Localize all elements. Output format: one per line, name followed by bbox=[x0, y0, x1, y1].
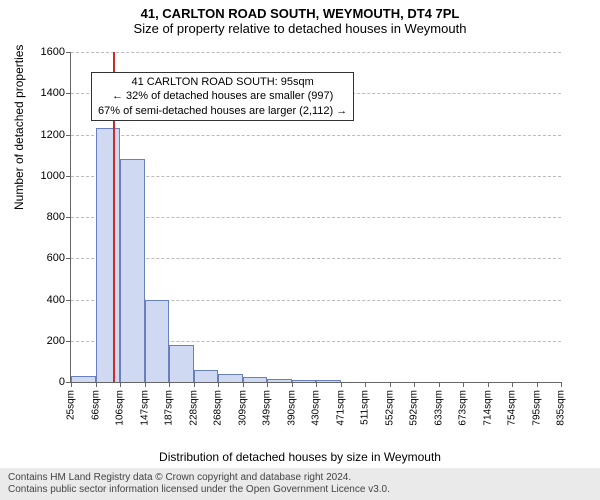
title-block: 41, CARLTON ROAD SOUTH, WEYMOUTH, DT4 7P… bbox=[0, 0, 600, 36]
histogram-bar bbox=[292, 380, 317, 382]
xtick-mark bbox=[316, 382, 317, 387]
ytick-label: 400 bbox=[47, 294, 65, 306]
xtick-mark bbox=[365, 382, 366, 387]
xtick-label: 147sqm bbox=[139, 390, 150, 426]
ytick-label: 200 bbox=[47, 335, 65, 347]
title-line1: 41, CARLTON ROAD SOUTH, WEYMOUTH, DT4 7P… bbox=[0, 6, 600, 21]
xtick-label: 268sqm bbox=[213, 390, 224, 426]
gridline bbox=[71, 258, 561, 259]
chart-area: 0200400600800100012001400160025sqm66sqm1… bbox=[70, 52, 561, 383]
xtick-mark bbox=[390, 382, 391, 387]
xtick-label: 754sqm bbox=[507, 390, 518, 426]
xtick-mark bbox=[120, 382, 121, 387]
ytick-label: 1000 bbox=[41, 170, 65, 182]
footer-line2: Contains public sector information licen… bbox=[8, 484, 592, 496]
xtick-mark bbox=[537, 382, 538, 387]
xtick-label: 390sqm bbox=[286, 390, 297, 426]
ytick-mark bbox=[66, 258, 71, 259]
x-axis-label: Distribution of detached houses by size … bbox=[0, 450, 600, 464]
ytick-mark bbox=[66, 300, 71, 301]
xtick-mark bbox=[243, 382, 244, 387]
annotation-box: 41 CARLTON ROAD SOUTH: 95sqm← 32% of det… bbox=[91, 72, 354, 121]
xtick-mark bbox=[267, 382, 268, 387]
xtick-label: 349sqm bbox=[262, 390, 273, 426]
histogram-bar bbox=[194, 370, 219, 382]
gridline bbox=[71, 217, 561, 218]
xtick-label: 835sqm bbox=[556, 390, 567, 426]
ytick-label: 0 bbox=[59, 376, 65, 388]
xtick-label: 430sqm bbox=[311, 390, 322, 426]
ytick-label: 1600 bbox=[41, 46, 65, 58]
xtick-label: 25sqm bbox=[66, 390, 77, 420]
ytick-label: 1200 bbox=[41, 129, 65, 141]
xtick-mark bbox=[439, 382, 440, 387]
xtick-label: 592sqm bbox=[409, 390, 420, 426]
histogram-bar bbox=[218, 374, 243, 382]
xtick-label: 714sqm bbox=[482, 390, 493, 426]
ytick-mark bbox=[66, 52, 71, 53]
xtick-label: 66sqm bbox=[90, 390, 101, 420]
xtick-mark bbox=[71, 382, 72, 387]
histogram-bar bbox=[71, 376, 96, 382]
xtick-label: 673sqm bbox=[458, 390, 469, 426]
gridline bbox=[71, 135, 561, 136]
xtick-mark bbox=[414, 382, 415, 387]
xtick-label: 511sqm bbox=[360, 390, 371, 425]
xtick-label: 309sqm bbox=[237, 390, 248, 426]
gridline bbox=[71, 52, 561, 53]
ytick-label: 800 bbox=[47, 211, 65, 223]
footer: Contains HM Land Registry data © Crown c… bbox=[0, 468, 600, 500]
xtick-mark bbox=[145, 382, 146, 387]
ytick-mark bbox=[66, 93, 71, 94]
xtick-mark bbox=[194, 382, 195, 387]
xtick-mark bbox=[218, 382, 219, 387]
ytick-label: 1400 bbox=[41, 87, 65, 99]
ytick-mark bbox=[66, 217, 71, 218]
xtick-mark bbox=[96, 382, 97, 387]
title-line2: Size of property relative to detached ho… bbox=[0, 21, 600, 36]
histogram-bar bbox=[145, 300, 170, 383]
xtick-mark bbox=[169, 382, 170, 387]
xtick-label: 228sqm bbox=[188, 390, 199, 426]
xtick-label: 106sqm bbox=[115, 390, 126, 426]
ytick-label: 600 bbox=[47, 252, 65, 264]
annotation-line1: 41 CARLTON ROAD SOUTH: 95sqm bbox=[98, 75, 347, 89]
ytick-mark bbox=[66, 341, 71, 342]
xtick-label: 187sqm bbox=[164, 390, 175, 426]
y-axis-label: Number of detached properties bbox=[12, 45, 26, 210]
ytick-mark bbox=[66, 176, 71, 177]
histogram-bar bbox=[169, 345, 194, 382]
gridline bbox=[71, 176, 561, 177]
ytick-mark bbox=[66, 135, 71, 136]
annotation-line3: 67% of semi-detached houses are larger (… bbox=[98, 104, 347, 118]
xtick-mark bbox=[292, 382, 293, 387]
footer-line1: Contains HM Land Registry data © Crown c… bbox=[8, 472, 592, 484]
xtick-label: 633sqm bbox=[433, 390, 444, 426]
xtick-mark bbox=[561, 382, 562, 387]
xtick-label: 795sqm bbox=[531, 390, 542, 426]
histogram-bar bbox=[267, 379, 292, 382]
xtick-mark bbox=[341, 382, 342, 387]
xtick-mark bbox=[463, 382, 464, 387]
histogram-bar bbox=[243, 377, 268, 382]
histogram-bar bbox=[96, 128, 121, 382]
xtick-mark bbox=[512, 382, 513, 387]
xtick-mark bbox=[488, 382, 489, 387]
xtick-label: 552sqm bbox=[384, 390, 395, 426]
annotation-line2: ← 32% of detached houses are smaller (99… bbox=[98, 89, 347, 103]
xtick-label: 471sqm bbox=[335, 390, 346, 426]
histogram-bar bbox=[120, 159, 145, 382]
histogram-bar bbox=[316, 380, 341, 382]
